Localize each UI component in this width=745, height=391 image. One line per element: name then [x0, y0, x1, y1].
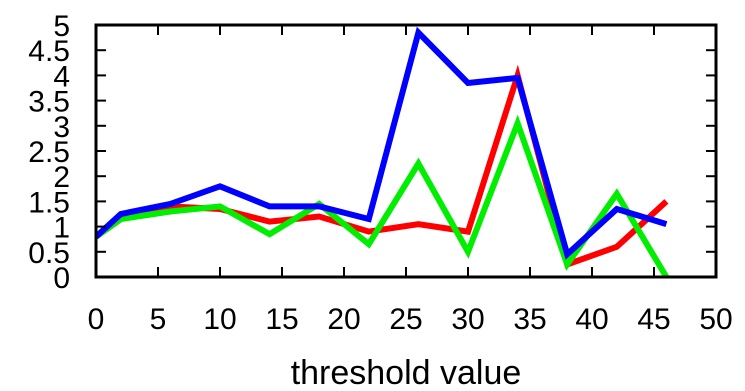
x-tick-label-2: 10 — [203, 303, 236, 336]
x-tick-label-1: 5 — [150, 303, 167, 336]
y-tick-label-1: 0.5 — [28, 237, 70, 270]
y-tick-label-0: 0 — [53, 262, 70, 295]
y-tick-labels: 00.511.522.533.544.55 — [28, 10, 70, 295]
y-tick-label-10: 5 — [53, 10, 70, 43]
series-layer — [96, 26, 669, 277]
y-tick-label-3: 1.5 — [28, 186, 70, 219]
y-ticks — [96, 24, 716, 278]
x-tick-label-5: 25 — [389, 303, 422, 336]
x-tick-labels: 0 5 10 15 20 25 30 35 40 45 50 — [88, 303, 733, 336]
x-axis-title: threshold value — [291, 354, 522, 391]
x-ticks — [95, 25, 717, 277]
x-tick-label-6: 30 — [451, 303, 484, 336]
x-tick-label-10: 50 — [699, 303, 732, 336]
x-tick-label-8: 40 — [575, 303, 608, 336]
x-tick-label-0: 0 — [88, 303, 105, 336]
y-tick-label-9: 4.5 — [28, 35, 70, 68]
x-tick-label-3: 15 — [265, 303, 298, 336]
y-tick-label-8: 4 — [53, 60, 70, 93]
series-line-2 — [96, 114, 669, 277]
x-tick-label-4: 20 — [327, 303, 360, 336]
y-tick-label-7: 3.5 — [28, 86, 70, 119]
y-tick-label-2: 1 — [53, 212, 70, 245]
y-tick-label-5: 2.5 — [28, 136, 70, 169]
x-tick-label-7: 35 — [513, 303, 546, 336]
x-tick-label-9: 45 — [637, 303, 670, 336]
y-tick-label-4: 2 — [53, 161, 70, 194]
series-line-3 — [96, 26, 668, 260]
y-tick-label-6: 3 — [53, 111, 70, 144]
